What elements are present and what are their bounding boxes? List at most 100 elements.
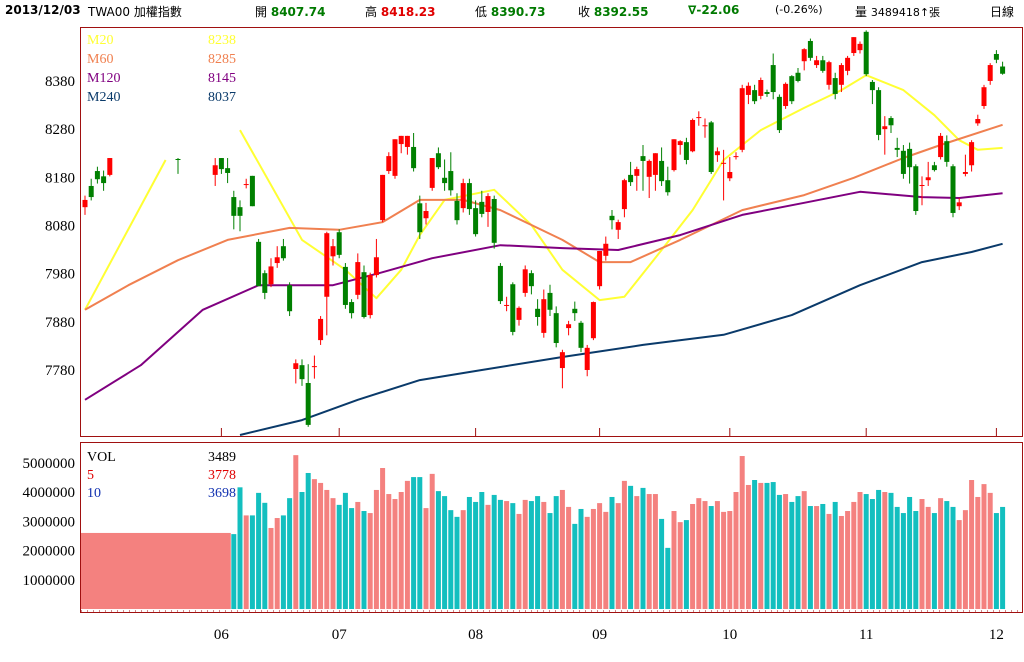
volume-bar (256, 492, 262, 609)
volume-bar (770, 482, 776, 609)
candle-body (516, 307, 522, 320)
volume-bar (311, 479, 317, 609)
ma-line-m60 (84, 123, 1003, 311)
candle (311, 355, 317, 379)
candle-body (460, 183, 466, 209)
volume-bar (466, 496, 472, 609)
candle-body (752, 90, 758, 102)
low-label: 低 (475, 5, 488, 19)
ma-legend-value: 8037 (208, 90, 236, 105)
candle (888, 116, 894, 133)
candle-body (739, 88, 745, 150)
volume-bar (386, 494, 392, 609)
candle (218, 158, 224, 174)
candle-body (94, 171, 100, 180)
volume-bar (807, 506, 813, 609)
volume-bar (528, 501, 534, 609)
candle (900, 145, 906, 179)
open-quote: 開 8407.74 (255, 3, 326, 20)
candle-body (373, 257, 379, 276)
volume-bar (845, 511, 851, 609)
volume-bar (578, 508, 584, 609)
month-tick-label: 12 (989, 627, 1004, 643)
volume-bar (925, 506, 931, 609)
candle-body (615, 222, 621, 230)
ma-legend-value: 8238 (208, 33, 236, 48)
candle (776, 94, 782, 133)
volume-bar (398, 492, 404, 609)
candle-body (888, 118, 894, 126)
volume-tick-label: 5000000 (23, 456, 76, 472)
volume-bar (497, 499, 503, 609)
candle (553, 306, 559, 348)
candle-body (342, 266, 348, 305)
volume-bar (832, 501, 838, 609)
volume-bar (683, 520, 689, 609)
price-tick-label: 8080 (45, 219, 75, 235)
ma-legend-name: M240 (87, 90, 120, 105)
candle (851, 37, 857, 56)
candle (646, 159, 652, 199)
volume-bar (944, 501, 950, 609)
candle (398, 135, 404, 154)
quote-date: 2013/12/03 (5, 3, 81, 17)
candle (869, 80, 875, 105)
volume-bar (950, 506, 956, 609)
volume-legend-name: VOL (87, 450, 116, 465)
volume-bar (652, 494, 658, 609)
candle (807, 38, 813, 61)
candle-body (274, 257, 280, 264)
candle (460, 178, 466, 213)
candle (907, 142, 913, 184)
candle-body (944, 141, 950, 162)
candle-body (795, 72, 801, 81)
candle-body (101, 176, 107, 184)
candle (336, 229, 342, 259)
volume-bar (293, 455, 299, 609)
candle-body (566, 324, 572, 329)
candle-body (789, 76, 795, 102)
month-tick-label: 08 (468, 627, 483, 643)
candle (256, 238, 262, 287)
volume-bar (919, 499, 925, 609)
candle-body (764, 92, 770, 94)
ma-legend-name: M20 (87, 33, 113, 48)
candle (758, 77, 764, 100)
candle (528, 270, 534, 295)
candle (814, 55, 820, 68)
candle-body (510, 284, 516, 332)
ma-line-m20 (84, 74, 1003, 311)
candle-body (262, 273, 268, 293)
volume-legend-value: 3778 (208, 468, 236, 483)
candle-body (733, 156, 739, 158)
volume-bar-flat (81, 532, 231, 609)
volume-bar (274, 518, 280, 609)
volume-bars (81, 455, 1006, 609)
volume-bar (1000, 506, 1006, 609)
candle-body (590, 302, 596, 339)
candle (380, 174, 386, 223)
candle-body (721, 162, 727, 164)
volume-bar (814, 506, 820, 609)
candle-body (956, 202, 962, 207)
candle-body (758, 80, 764, 96)
candle (590, 301, 596, 341)
volume-legend-value: 3489 (208, 450, 236, 465)
candle (212, 158, 218, 186)
volume-bar (882, 492, 888, 609)
candle (367, 272, 373, 319)
period-label[interactable]: 日線 (990, 5, 1015, 19)
volume-tick-label: 1000000 (23, 573, 76, 589)
volume-bar (479, 492, 485, 609)
candle (882, 116, 888, 155)
volume-bar (448, 510, 454, 609)
candle (535, 299, 541, 326)
candle-body (826, 62, 832, 85)
symbol-name: TWA00 加權指數 (88, 5, 182, 19)
candle-body (361, 272, 367, 317)
volume-bar (231, 534, 237, 609)
candle-body (287, 285, 293, 312)
candle (696, 111, 702, 126)
volume-bar (603, 511, 609, 609)
